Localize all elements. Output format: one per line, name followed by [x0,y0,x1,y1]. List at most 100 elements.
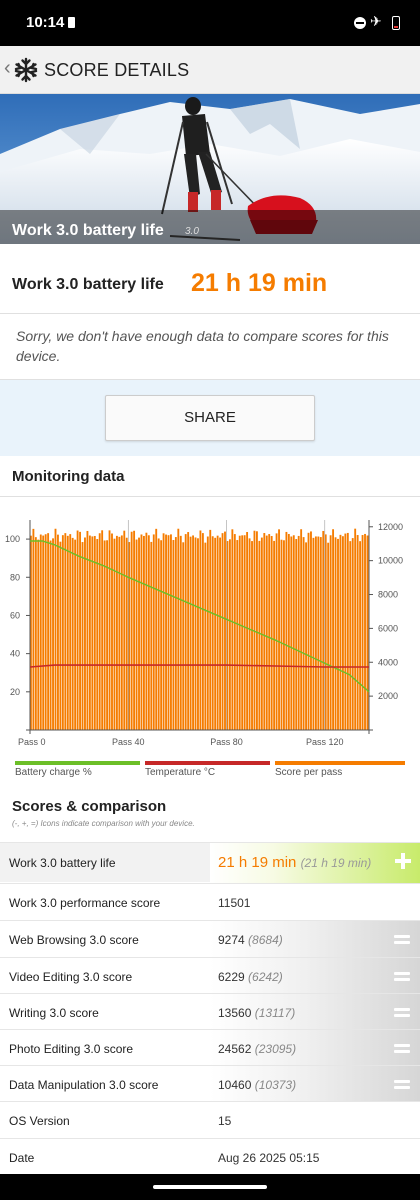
score-bar [84,537,86,730]
score-bar [241,535,244,730]
chevron-left-icon[interactable]: ‹ [4,57,11,79]
score-bar [307,532,310,730]
score-bar [135,539,138,730]
score-bar [265,535,268,730]
right-tick-label: 8000 [378,590,398,600]
score-value-box: 11501 [210,884,420,920]
score-bar [314,536,317,730]
score-value-box: 6229 (6242) [210,958,420,994]
score-bar [263,533,266,730]
score-bar [246,532,249,730]
score-bar [305,542,307,730]
score-bar [147,535,150,730]
score-bar [322,530,325,730]
score-bar [160,540,163,730]
score-bar [123,530,126,730]
score-bar [228,539,231,730]
legend-label: Temperature °C [145,767,216,778]
score-bar [364,533,366,730]
score-bar [37,539,40,730]
score-bar [332,529,335,730]
share-button[interactable]: SHARE [105,395,315,441]
score-bar [199,530,202,730]
score-bar [93,535,96,730]
skier-illustration [0,94,420,244]
score-bar [120,535,123,730]
score-bar [133,530,136,730]
score-bar [329,535,332,730]
score-bar [59,541,62,730]
score-bar [238,535,241,730]
score-bar [42,535,45,730]
equals-icon [394,933,410,945]
equals-icon [394,970,410,982]
score-bar [287,534,290,730]
score-compare: (10373) [254,1078,297,1092]
score-bar [283,540,285,730]
score-bar [182,542,185,730]
score-bar [184,534,187,730]
legend-swatch [15,761,140,765]
score-bar [52,538,54,730]
score-value: 24562 (23095) [218,1042,297,1056]
score-value: Aug 26 2025 05:15 [218,1151,320,1165]
score-value: 9274 (8684) [218,933,283,947]
score-bar [189,536,192,730]
score-value-box: 21 h 19 min (21 h 19 min) [210,843,420,883]
airplane-mode-icon: ✈ [370,13,382,29]
score-bar [248,538,251,730]
score-bar [221,533,224,730]
score-bar [96,539,99,730]
hero-caption: Work 3.0 battery life [12,222,164,239]
score-name: Web Browsing 3.0 score [9,933,139,947]
score-value-box: 9274 (8684) [210,921,420,957]
score-bar [138,537,140,730]
temperature-line [29,664,369,668]
score-bar [253,530,256,730]
score-row-data-manipulation: Data Manipulation 3.0 score 10460 (10373… [0,1065,420,1102]
right-tick-label: 6000 [378,623,398,633]
score-bar [197,538,199,730]
score-value: 6229 (6242) [218,970,283,984]
scores-note: (-, +, =) Icons indicate comparison with… [12,819,195,828]
score-bar [66,535,69,730]
monitoring-chart: 100 80 60 40 20 12000 10000 8000 6000 4000 2000 Pas… [5,520,403,747]
score-bar [98,533,101,730]
score-bar [81,542,84,730]
score-bar [206,536,209,730]
score-bar [86,530,89,730]
result-value: 21 h 19 min [191,269,328,297]
score-compare: (21 h 19 min) [300,856,372,870]
score-bar [162,533,165,730]
left-tick-label: 100 [5,534,20,544]
x-tick-label: Pass 120 [306,737,344,747]
score-bar [361,535,364,730]
score-bar [192,535,194,730]
score-bar [310,531,312,730]
score-bar [143,535,145,730]
score-bar [302,537,305,730]
no-comparison-message: Sorry, we don't have enough data to comp… [16,328,389,364]
score-bar [167,535,170,730]
score-bar [49,540,52,730]
score-bar [106,540,109,730]
home-handle[interactable] [153,1185,267,1189]
score-bar [113,538,116,730]
score-bar [297,535,300,730]
score-bar [177,528,180,730]
score-bar [236,540,239,730]
score-row-work-battery: Work 3.0 battery life 21 h 19 min (21 h … [0,842,420,883]
score-bar [76,530,79,730]
score-bar [54,528,57,730]
score-bar [155,528,158,730]
score-bar [79,531,81,730]
score-bar [359,541,362,730]
snowflake-icon[interactable] [13,57,39,88]
score-bar [339,534,342,730]
score-row-os-version: OS Version 15 [0,1101,420,1137]
score-row-writing: Writing 3.0 score 13560 (13117) [0,993,420,1030]
score-bar [108,530,111,730]
score-value: 21 h 19 min (21 h 19 min) [218,854,372,871]
right-tick-label: 12000 [378,522,403,532]
score-bar [57,534,59,730]
